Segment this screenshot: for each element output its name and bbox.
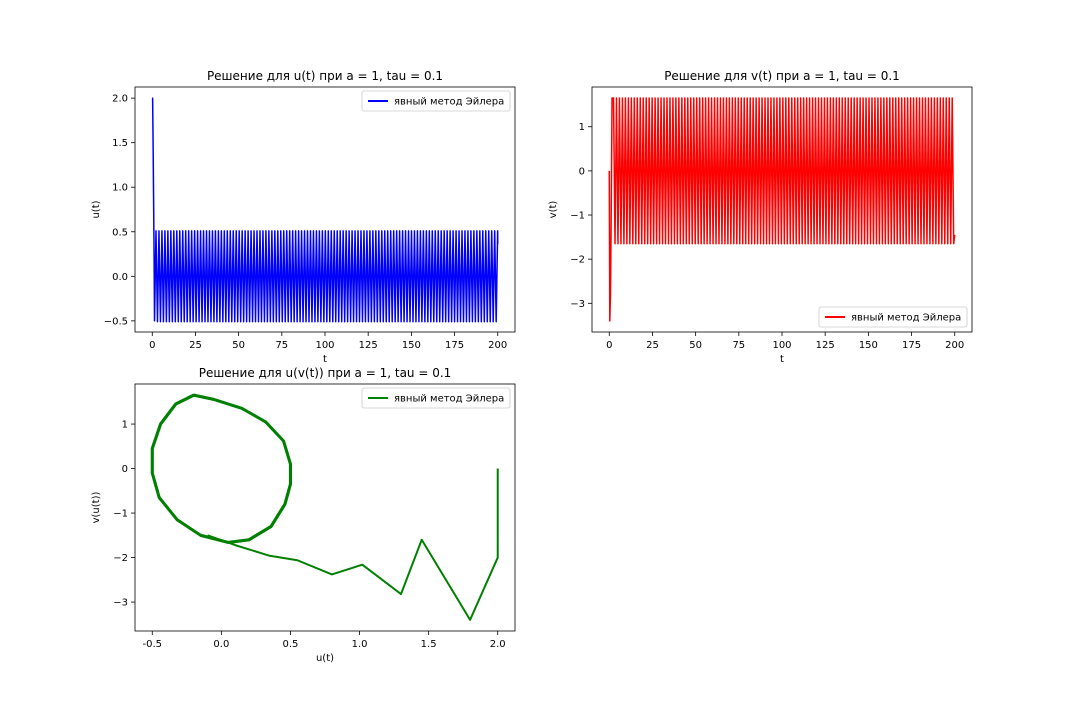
x-tick-label: 125 — [359, 340, 378, 351]
y-tick-label: 0.0 — [112, 272, 128, 283]
limit-cycle-line — [150, 393, 293, 545]
y-tick-label: −2 — [570, 255, 585, 266]
chart-2: Решение для v(t) при a = 1, tau = 0.1 0 25… — [548, 69, 973, 365]
y-tick-label: 1 — [579, 122, 585, 133]
x-tick-label: 50 — [232, 340, 245, 351]
y-axis-label: u(t) — [91, 200, 102, 218]
y-axis-label: v(t) — [548, 201, 559, 219]
x-tick-label: 25 — [646, 340, 659, 351]
x-tick-label: 25 — [189, 340, 202, 351]
legend: явный метод Эйлера — [361, 387, 511, 409]
legend-label: явный метод Эйлера — [394, 394, 504, 405]
x-tick-label: 0.0 — [213, 639, 229, 650]
legend-box — [818, 306, 968, 328]
x-tick-label: 0.5 — [283, 639, 299, 650]
x-tick-label: 0 — [606, 340, 612, 351]
y-tick-label: −3 — [113, 598, 128, 609]
y-tick-label: 1 — [122, 420, 128, 431]
x-tick-label: 200 — [488, 340, 507, 351]
transient-line — [207, 468, 499, 621]
x-tick-label: 125 — [816, 340, 835, 351]
series-line — [151, 97, 499, 323]
x-tick-label: 2.0 — [490, 639, 506, 650]
x-tick-label: 0 — [149, 340, 155, 351]
x-tick-label: 1.5 — [421, 639, 437, 650]
series-3 — [150, 393, 499, 621]
plot-frame — [134, 383, 516, 632]
legend-label: явный метод Эйлера — [851, 313, 961, 324]
series-line — [608, 97, 956, 322]
legend: явный метод Эйлера — [361, 90, 511, 112]
chart-title: Решение для v(t) при a = 1, tau = 0.1 — [664, 69, 900, 83]
x-tick-label: 1.0 — [352, 639, 368, 650]
legend: явный метод Эйлера — [818, 306, 968, 328]
x-tick-label: -0.5 — [143, 639, 163, 650]
y-tick-label: −2 — [113, 553, 128, 564]
x-tick-label: 175 — [445, 340, 464, 351]
x-tick-label: 100 — [772, 340, 791, 351]
x-tick-label: 75 — [275, 340, 288, 351]
y-tick-label: −0.5 — [104, 316, 128, 327]
x-axis-label: u(t) — [316, 653, 334, 664]
chart-title: Решение для u(t) при a = 1, tau = 0.1 — [207, 69, 443, 83]
x-tick-label: 150 — [859, 340, 878, 351]
y-tick-label: 2.0 — [112, 94, 128, 105]
chart-3: Решение для u(v(t)) при a = 1, tau = 0.1… — [91, 366, 516, 664]
y-tick-label: 1.0 — [112, 183, 128, 194]
y-tick-label: −3 — [570, 299, 585, 310]
series-2 — [608, 97, 956, 322]
y-tick-label: −1 — [570, 211, 585, 222]
y-axis-label: v(u(t)) — [91, 492, 102, 524]
series-1 — [151, 97, 499, 323]
chart-1: Решение для u(t) при a = 1, tau = 0.1 0 25… — [91, 69, 516, 365]
y-tick-label: −1 — [113, 509, 128, 520]
limit-cycle-line — [151, 394, 292, 544]
legend-label: явный метод Эйлера — [394, 97, 504, 108]
x-axis-label: t — [780, 354, 784, 365]
y-tick-label: 1.5 — [112, 138, 128, 149]
x-tick-label: 175 — [902, 340, 921, 351]
y-tick-label: 0.5 — [112, 227, 128, 238]
x-tick-label: 75 — [732, 340, 745, 351]
chart-title: Решение для u(v(t)) при a = 1, tau = 0.1 — [199, 366, 452, 380]
limit-cycle-line — [151, 394, 291, 543]
y-tick-label: 0 — [579, 166, 585, 177]
legend-box — [361, 90, 511, 112]
x-tick-label: 200 — [945, 340, 964, 351]
x-tick-label: 150 — [402, 340, 421, 351]
y-tick-label: 0 — [122, 464, 128, 475]
x-tick-label: 50 — [689, 340, 702, 351]
x-tick-label: 100 — [315, 340, 334, 351]
legend-box — [361, 387, 511, 409]
x-axis-label: t — [323, 354, 327, 365]
